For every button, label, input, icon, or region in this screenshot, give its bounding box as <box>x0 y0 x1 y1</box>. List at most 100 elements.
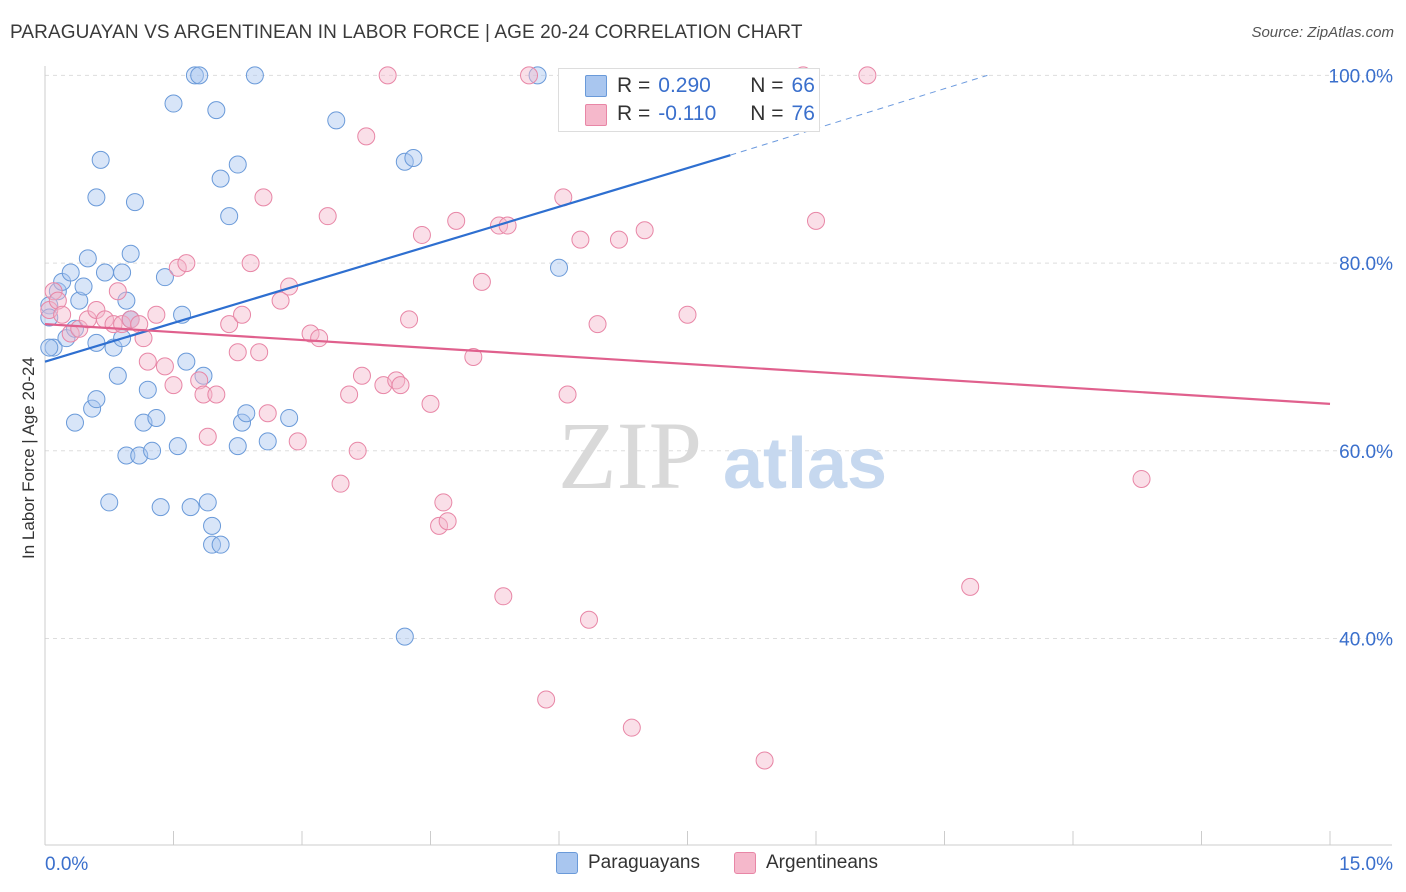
r-label: R = <box>617 74 651 97</box>
y-tick-label: 60.0% <box>1339 442 1393 463</box>
point-paraguayans <box>87 390 106 409</box>
point-paraguayans <box>190 66 209 85</box>
point-paraguayans <box>151 498 170 517</box>
point-paraguayans <box>121 244 140 263</box>
point-argentineans <box>588 315 607 334</box>
series-legend: Paraguayans Argentineans <box>0 852 1406 878</box>
point-argentineans <box>207 385 226 404</box>
point-argentineans <box>571 230 590 249</box>
point-paraguayans <box>327 111 346 130</box>
point-argentineans <box>391 376 410 395</box>
point-argentineans <box>635 221 654 240</box>
point-argentineans <box>228 343 247 362</box>
point-paraguayans <box>211 535 230 554</box>
n-value: 66 <box>791 74 815 97</box>
point-paraguayans <box>198 493 217 512</box>
point-argentineans <box>447 211 466 230</box>
point-paraguayans <box>237 404 256 423</box>
point-argentineans <box>331 474 350 493</box>
n-label: N = <box>750 102 784 125</box>
point-argentineans <box>1132 469 1151 488</box>
x-tick-label: 15.0% <box>1339 854 1393 875</box>
point-paraguayans <box>91 150 110 169</box>
trend-line-argentineans <box>44 323 1331 405</box>
point-argentineans <box>464 347 483 366</box>
axes <box>44 66 1392 846</box>
legend-row-paraguayans: R = 0.290 N = 66 <box>617 73 815 99</box>
point-argentineans <box>378 66 397 85</box>
point-paraguayans <box>177 352 196 371</box>
point-argentineans <box>310 329 329 348</box>
point-argentineans <box>258 404 277 423</box>
point-argentineans <box>400 310 419 329</box>
point-paraguayans <box>404 148 423 167</box>
legend-item-paraguayans[interactable]: Paraguayans <box>556 852 700 874</box>
watermark-atlas: atlas <box>723 424 887 504</box>
point-paraguayans <box>87 188 106 207</box>
tick-labels: 100.0% 80.0% 60.0% 40.0% 0.0% 15.0% <box>45 66 1393 875</box>
point-argentineans <box>250 343 269 362</box>
point-argentineans <box>609 230 628 249</box>
trend-extension-paraguayans <box>730 74 988 156</box>
point-paraguayans <box>211 169 230 188</box>
point-argentineans <box>44 282 63 301</box>
point-argentineans <box>340 385 359 404</box>
point-paraguayans <box>280 408 299 427</box>
point-argentineans <box>434 493 453 512</box>
point-argentineans <box>147 305 166 324</box>
point-argentineans <box>190 371 209 390</box>
point-argentineans <box>241 254 260 273</box>
point-argentineans <box>494 587 513 606</box>
point-paraguayans <box>228 437 247 456</box>
point-paraguayans <box>220 207 239 226</box>
n-label: N = <box>750 74 784 97</box>
legend-swatch-argentineans <box>585 104 607 126</box>
point-argentineans <box>438 512 457 531</box>
y-tick-label: 40.0% <box>1339 630 1393 651</box>
point-argentineans <box>755 751 774 770</box>
point-paraguayans <box>147 408 166 427</box>
point-argentineans <box>121 310 140 329</box>
point-argentineans <box>164 376 183 395</box>
point-paraguayans <box>550 258 568 277</box>
legend-swatch-paraguayans <box>585 75 607 97</box>
point-paraguayans <box>258 432 277 451</box>
legend-item-argentineans[interactable]: Argentineans <box>734 852 878 874</box>
legend-label: Paraguayans <box>588 852 700 873</box>
point-paraguayans <box>78 249 97 268</box>
point-argentineans <box>961 577 980 596</box>
point-paraguayans <box>143 441 162 460</box>
point-argentineans <box>271 291 290 310</box>
point-argentineans <box>288 432 307 451</box>
point-argentineans <box>220 315 239 334</box>
point-paraguayans <box>70 291 89 310</box>
point-argentineans <box>53 305 72 324</box>
point-argentineans <box>348 441 367 460</box>
correlation-legend: R = 0.290 N = 66 R = -0.110 N = 76 <box>558 68 820 132</box>
point-paraguayans <box>100 493 119 512</box>
point-argentineans <box>558 385 577 404</box>
point-paraguayans <box>245 66 264 85</box>
point-paraguayans <box>233 413 252 432</box>
data-points <box>40 66 1151 770</box>
legend-swatch <box>734 852 756 874</box>
watermark-zip: ZIP <box>558 402 702 509</box>
point-argentineans <box>254 188 273 207</box>
point-paraguayans <box>61 263 80 282</box>
point-argentineans <box>301 324 320 343</box>
legend-label: Argentineans <box>766 852 878 873</box>
source-credit: Source: ZipAtlas.com <box>1251 24 1394 41</box>
point-argentineans <box>138 352 157 371</box>
n-value: 76 <box>791 102 815 125</box>
point-argentineans <box>421 394 440 413</box>
point-argentineans <box>108 282 127 301</box>
point-argentineans <box>168 258 187 277</box>
point-paraguayans <box>74 277 93 296</box>
x-tick-label: 0.0% <box>45 854 88 875</box>
point-argentineans <box>318 207 337 226</box>
point-argentineans <box>807 211 825 230</box>
point-paraguayans <box>40 338 59 357</box>
point-argentineans <box>579 610 598 629</box>
r-value: -0.110 <box>658 102 717 125</box>
